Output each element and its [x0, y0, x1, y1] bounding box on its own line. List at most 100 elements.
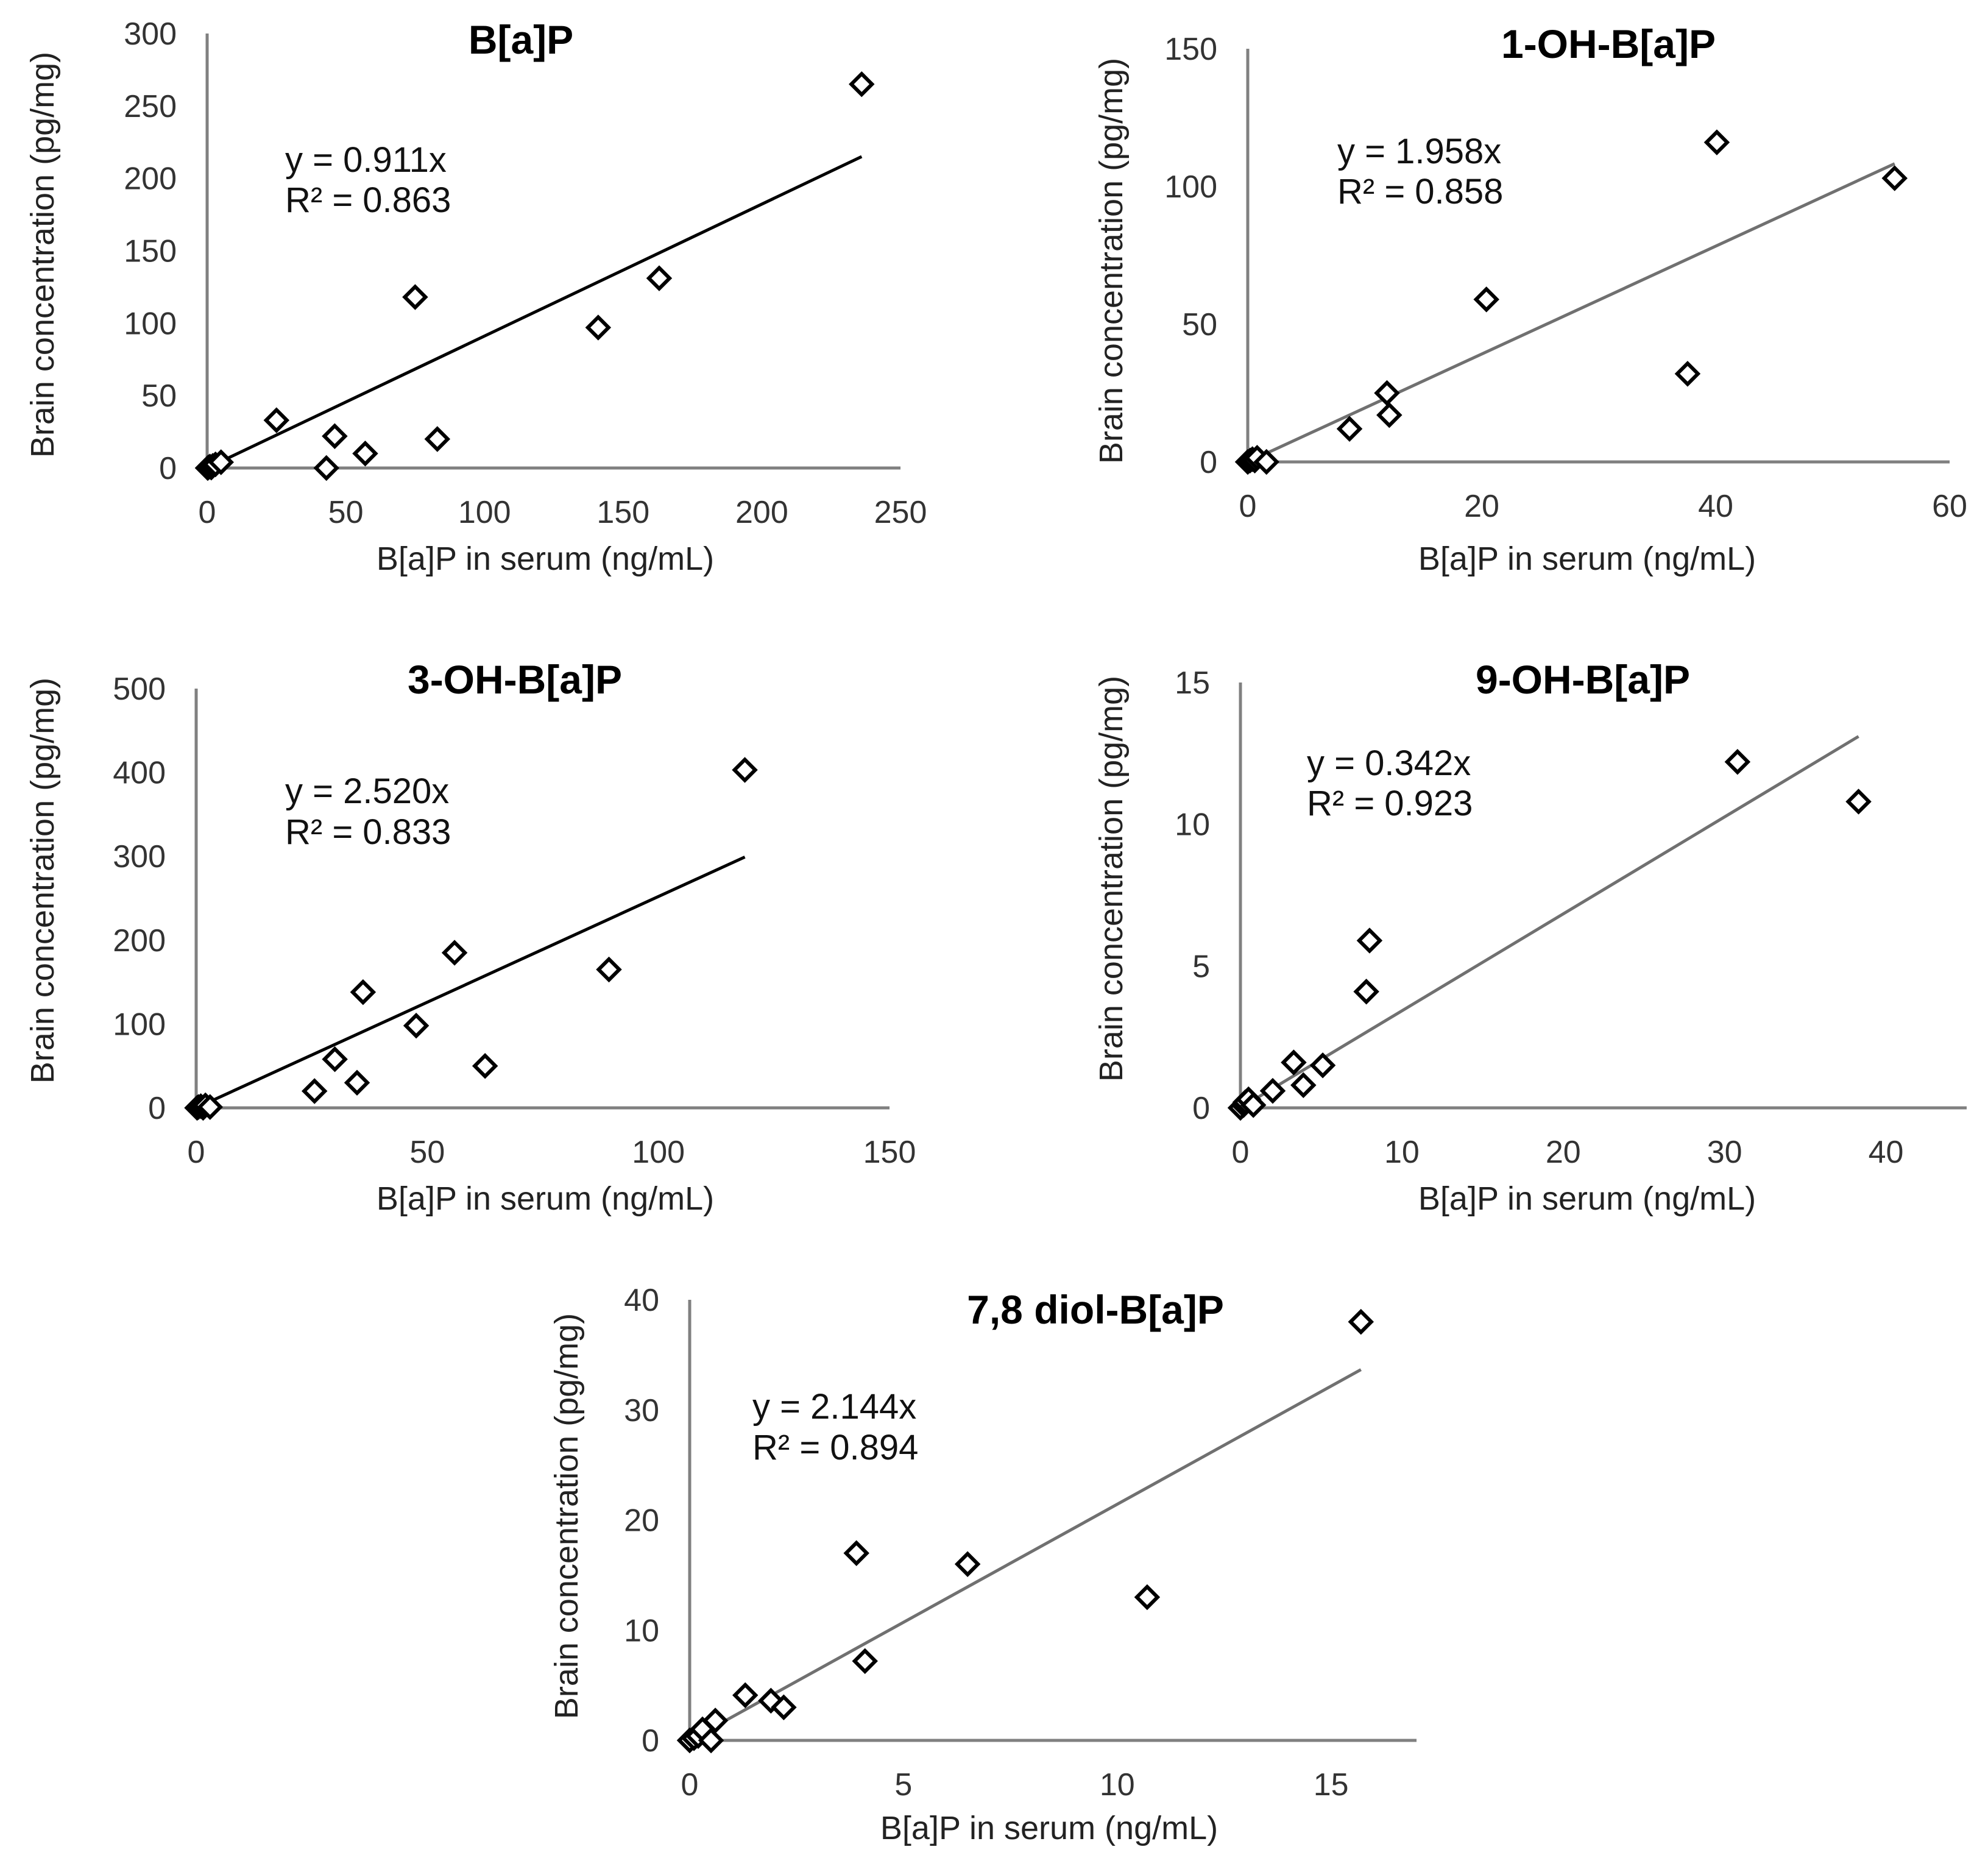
y-axis-label: Brain concentration (pg/mg): [24, 678, 61, 1083]
data-point: [1281, 1049, 1307, 1076]
x-tick-label: 250: [874, 495, 927, 530]
data-point: [322, 1046, 348, 1073]
data-point: [954, 1551, 981, 1578]
y-tick-label: 200: [113, 923, 166, 959]
x-tick-label: 200: [735, 495, 788, 530]
y-axis-label: Brain concentration (pg/mg): [1093, 676, 1130, 1082]
trendline: [1239, 735, 1859, 1110]
y-tick-label: 300: [124, 16, 177, 52]
data-point: [1724, 749, 1751, 775]
panel-bap: 0 50 100 150 200 250 0 50 100 150 200 250 300 B[a]P …: [24, 16, 927, 577]
data-point: [1376, 402, 1403, 428]
data-point: [702, 1707, 729, 1734]
data-point: [352, 440, 378, 467]
y-tick-label: 10: [624, 1613, 659, 1648]
data-point: [1309, 1052, 1336, 1079]
y-tick-label: 15: [1175, 665, 1210, 701]
y-tick-label: 0: [1192, 1091, 1210, 1126]
y-tick-label: 40: [624, 1283, 659, 1318]
data-point: [1353, 978, 1379, 1005]
x-axis-label: B[a]P in serum (ng/mL): [880, 1810, 1218, 1846]
x-tick-label: 0: [199, 495, 216, 530]
data-point: [732, 757, 758, 783]
data-point: [843, 1540, 869, 1566]
y-tick-label: 5: [1192, 949, 1210, 984]
x-tick-label: 150: [596, 495, 649, 530]
y-tick-label: 200: [124, 161, 177, 197]
data-point: [403, 1012, 430, 1039]
trend-equation: y = 2.520x: [285, 771, 449, 811]
data-point: [313, 455, 339, 481]
x-tick-label: 60: [1932, 489, 1967, 524]
trendline: [206, 155, 863, 470]
data-point: [1356, 927, 1383, 954]
chart-title: 3-OH-B[a]P: [408, 657, 622, 702]
x-tick-label: 20: [1464, 489, 1499, 524]
x-axis-label: B[a]P in serum (ng/mL): [377, 1180, 714, 1217]
data-point: [1374, 380, 1400, 406]
data-point: [849, 71, 875, 98]
data-point: [441, 940, 468, 966]
chart-title: 7,8 diol-B[a]P: [967, 1287, 1224, 1332]
x-tick-label: 100: [458, 495, 511, 530]
data-point: [1259, 1077, 1286, 1104]
x-axis-label: B[a]P in serum (ng/mL): [1418, 1180, 1756, 1217]
x-tick-label: 0: [1232, 1135, 1250, 1170]
y-axis-label: Brain concentration (pg/mg): [1093, 58, 1130, 464]
data-point: [301, 1078, 328, 1104]
data-point: [263, 407, 290, 433]
y-tick-label: 100: [1164, 169, 1217, 205]
chart-title: 1-OH-B[a]P: [1501, 21, 1716, 66]
data-point: [322, 423, 348, 449]
trendline: [195, 856, 746, 1110]
y-tick-label: 50: [141, 378, 177, 414]
x-axis-label: B[a]P in serum (ng/mL): [1418, 541, 1756, 577]
y-tick-label: 0: [148, 1091, 166, 1126]
x-tick-label: 100: [632, 1135, 685, 1170]
data-point: [1336, 416, 1363, 442]
y-tick-label: 250: [124, 89, 177, 124]
data-point: [402, 284, 428, 310]
y-tick-label: 150: [124, 234, 177, 269]
y-tick-label: 0: [642, 1723, 659, 1759]
r-squared: R² = 0.863: [285, 180, 451, 220]
data-point: [350, 979, 377, 1005]
data-point: [1703, 129, 1730, 155]
r-squared: R² = 0.923: [1307, 784, 1473, 823]
data-point: [472, 1052, 498, 1079]
y-tick-label: 400: [113, 756, 166, 791]
data-point: [344, 1069, 370, 1096]
y-tick-label: 500: [113, 672, 166, 707]
x-tick-label: 10: [1100, 1767, 1135, 1803]
data-point: [424, 426, 451, 452]
data-point: [1845, 789, 1872, 815]
data-point: [585, 314, 612, 341]
data-point: [1134, 1584, 1161, 1611]
x-tick-label: 0: [1239, 489, 1257, 524]
x-tick-label: 30: [1707, 1135, 1742, 1170]
x-tick-label: 40: [1869, 1135, 1904, 1170]
chart-title: 9-OH-B[a]P: [1476, 657, 1690, 702]
y-axis-label: Brain concentration (pg/mg): [548, 1313, 585, 1719]
data-point: [852, 1648, 878, 1675]
r-squared: R² = 0.858: [1337, 172, 1503, 211]
trend-equation: y = 2.144x: [752, 1387, 916, 1427]
y-tick-label: 0: [159, 451, 177, 486]
x-tick-label: 20: [1546, 1135, 1581, 1170]
panel-78-diol-bap: 0 5 10 15 0 10 20 30 40 7,8 diol-B[a]P y = 2.144…: [548, 1283, 1417, 1846]
data-point: [1240, 1092, 1267, 1118]
y-tick-label: 30: [624, 1393, 659, 1428]
panel-1-oh-bap: 0 20 40 60 0 50 100 150 1-OH-B[a]P y = 1.958x R…: [1093, 21, 1967, 577]
trend-equation: y = 0.342x: [1307, 743, 1471, 783]
x-tick-label: 15: [1314, 1767, 1349, 1803]
data-point: [698, 1727, 724, 1754]
trendline: [1247, 162, 1895, 464]
y-tick-label: 100: [124, 306, 177, 341]
x-tick-label: 150: [863, 1135, 916, 1170]
x-tick-label: 0: [188, 1135, 205, 1170]
data-point: [596, 956, 622, 983]
trend-equation: y = 0.911x: [285, 140, 447, 180]
data-point: [1253, 449, 1279, 475]
data-point: [1473, 286, 1499, 313]
